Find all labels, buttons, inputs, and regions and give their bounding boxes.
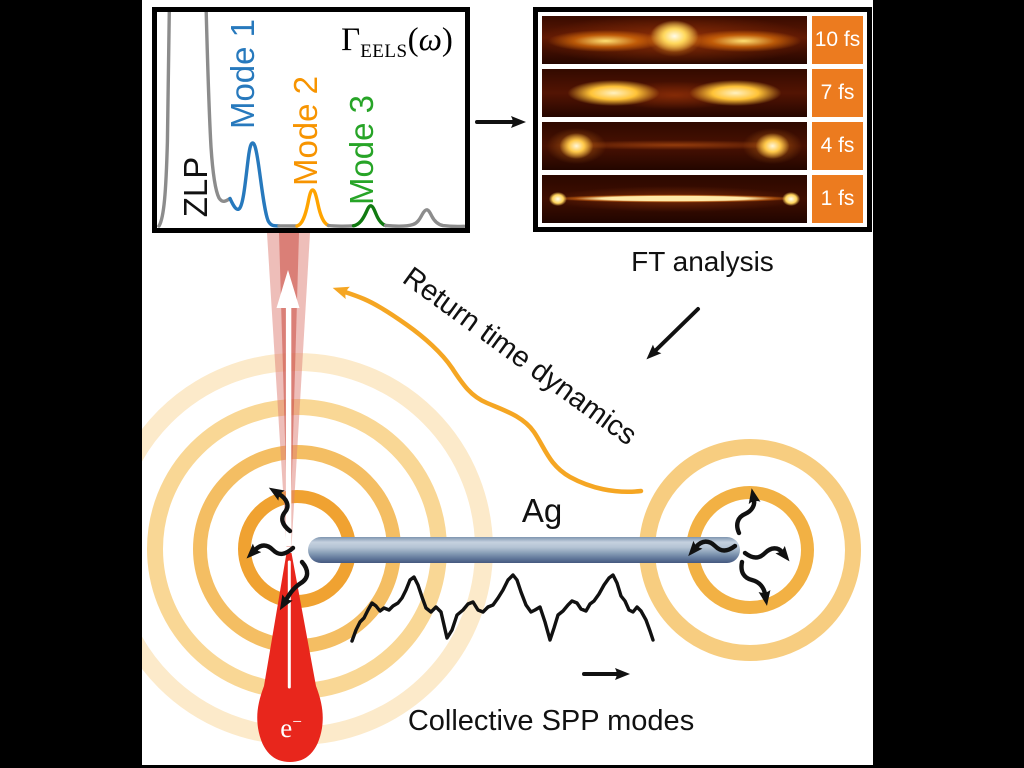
ft-map-1fs xyxy=(542,175,807,223)
mode2-label: Mode 2 xyxy=(287,75,324,187)
ft-map-7fs xyxy=(542,69,807,117)
formula-close-paren: ) xyxy=(441,22,453,58)
ft-row: 4 fs xyxy=(542,122,863,170)
figure-content: ΓEELS(ω) ZLP Mode 1 Mode 2 Mode 3 10 fs … xyxy=(142,0,873,765)
silver-material-label: Ag xyxy=(521,492,563,529)
ft-to-diagram-arrow xyxy=(646,307,700,360)
collective-spp-modes-label: Collective SPP modes xyxy=(407,705,695,737)
eels-spectrum-curves xyxy=(157,12,465,228)
time-badge-4fs: 4 fs xyxy=(812,122,863,170)
mode3-label: Mode 3 xyxy=(343,94,380,206)
formula-subscript: EELS xyxy=(360,41,408,62)
electron-label: e− xyxy=(261,712,321,744)
zlp-label: ZLP xyxy=(177,156,214,218)
mode1-label: Mode 1 xyxy=(224,18,261,130)
ft-analysis-panel: 10 fs 7 fs 4 fs 1 fs xyxy=(533,7,872,232)
ft-row: 10 fs xyxy=(542,16,863,64)
formula-open-paren: ( xyxy=(407,22,419,58)
formula-omega: ω xyxy=(418,22,442,58)
electron-symbol: e xyxy=(280,713,293,743)
ft-map-4fs xyxy=(542,122,807,170)
silver-nanorod xyxy=(308,537,740,563)
ft-map-10fs xyxy=(542,16,807,64)
eels-spectrum-panel: ΓEELS(ω) xyxy=(152,7,470,233)
ft-analysis-caption: FT analysis xyxy=(631,246,774,277)
time-badge-1fs: 1 fs xyxy=(812,175,863,223)
electron-charge: − xyxy=(292,712,302,731)
eels-formula: ΓEELS(ω) xyxy=(327,22,465,63)
formula-gamma: Γ xyxy=(341,22,361,58)
ft-row: 7 fs xyxy=(542,69,863,117)
time-badge-7fs: 7 fs xyxy=(812,69,863,117)
time-badge-10fs: 10 fs xyxy=(812,16,863,64)
ft-row: 1 fs xyxy=(542,175,863,223)
